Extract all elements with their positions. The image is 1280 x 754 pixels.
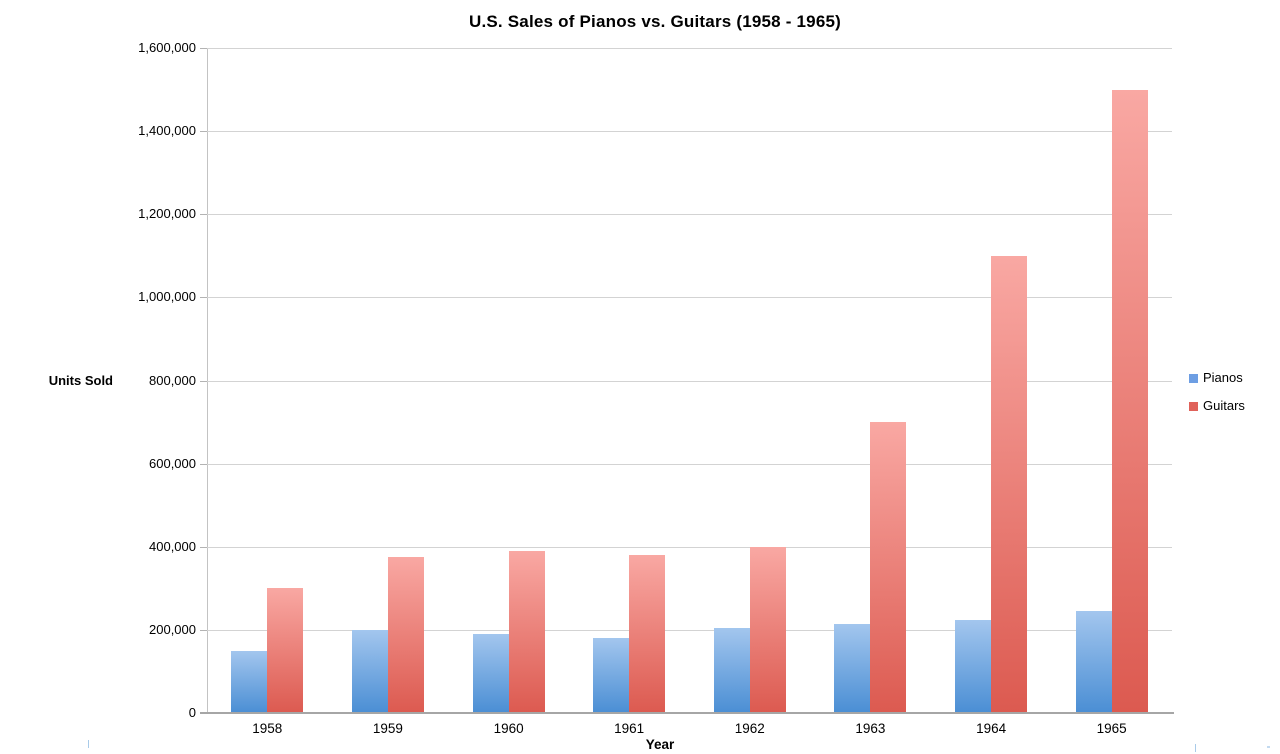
y-axis-tick <box>200 297 207 299</box>
bar-pianos-1963 <box>834 623 871 713</box>
bar-guitars-1958 <box>267 588 304 713</box>
gridline <box>207 629 1172 631</box>
x-tick-label: 1964 <box>976 721 1007 736</box>
pianos-swatch-icon <box>1189 373 1198 383</box>
legend-label-pianos: Pianos <box>1203 370 1243 385</box>
y-tick-label: 200,000 <box>149 621 196 637</box>
bar-guitars-1959 <box>387 557 424 713</box>
bar-pianos-1964 <box>955 619 992 713</box>
y-axis-tick <box>200 629 207 631</box>
x-tick-label: 1962 <box>734 721 765 736</box>
y-tick-label: 600,000 <box>149 455 196 471</box>
screen-artifact-mark <box>1195 744 1196 752</box>
legend-item-guitars: Guitars <box>1189 398 1245 414</box>
y-axis-tick <box>200 131 207 133</box>
gridline <box>207 463 1172 465</box>
x-tick-label: 1961 <box>614 721 645 736</box>
y-axis-tick <box>200 546 207 548</box>
y-axis-title: Units Sold <box>48 373 113 388</box>
bar-guitars-1961 <box>629 555 666 713</box>
screen-artifact-mark <box>88 740 89 748</box>
y-tick-label: 800,000 <box>149 372 196 388</box>
y-axis-tick <box>200 380 207 382</box>
bar-guitars-1960 <box>508 550 545 713</box>
gridline <box>207 48 1172 49</box>
legend: Pianos Guitars <box>1189 370 1245 426</box>
x-tick-label: 1965 <box>1096 721 1127 736</box>
x-tick-label: 1963 <box>855 721 886 736</box>
gridline <box>207 297 1172 299</box>
bar-pianos-1958 <box>231 650 268 713</box>
bar-pianos-1961 <box>593 638 630 713</box>
y-tick-label: 1,400,000 <box>138 123 196 139</box>
x-tick-label: 1959 <box>372 721 403 736</box>
chart-title: U.S. Sales of Pianos vs. Guitars (1958 -… <box>468 12 842 31</box>
y-tick-label: 1,200,000 <box>138 206 196 222</box>
x-axis-line <box>200 712 1174 714</box>
bar-guitars-1963 <box>870 422 907 713</box>
legend-item-pianos: Pianos <box>1189 370 1245 386</box>
bar-guitars-1965 <box>1111 89 1148 713</box>
y-tick-label: 400,000 <box>149 538 196 554</box>
y-axis-tick <box>200 214 207 216</box>
y-tick-label: 1,600,000 <box>138 40 196 55</box>
y-axis-tick <box>200 463 207 465</box>
y-tick-label: 1,000,000 <box>138 289 196 305</box>
guitars-swatch-icon <box>1189 401 1198 411</box>
bar-pianos-1960 <box>472 634 509 713</box>
bar-pianos-1962 <box>713 627 750 713</box>
gridline <box>207 380 1172 382</box>
x-axis-title: Year <box>645 737 675 752</box>
y-tick-label: 0 <box>188 705 196 720</box>
bar-pianos-1965 <box>1075 611 1112 713</box>
x-tick-label: 1958 <box>252 721 283 736</box>
bar-pianos-1959 <box>351 629 388 713</box>
legend-label-guitars: Guitars <box>1203 398 1245 413</box>
x-tick-label: 1960 <box>493 721 524 736</box>
gridline <box>207 131 1172 133</box>
gridline <box>207 546 1172 548</box>
gridline <box>207 214 1172 216</box>
bar-guitars-1964 <box>991 255 1028 713</box>
screen-artifact-mark <box>1267 746 1270 748</box>
bar-guitars-1962 <box>749 546 786 714</box>
y-axis-tick <box>200 48 207 49</box>
